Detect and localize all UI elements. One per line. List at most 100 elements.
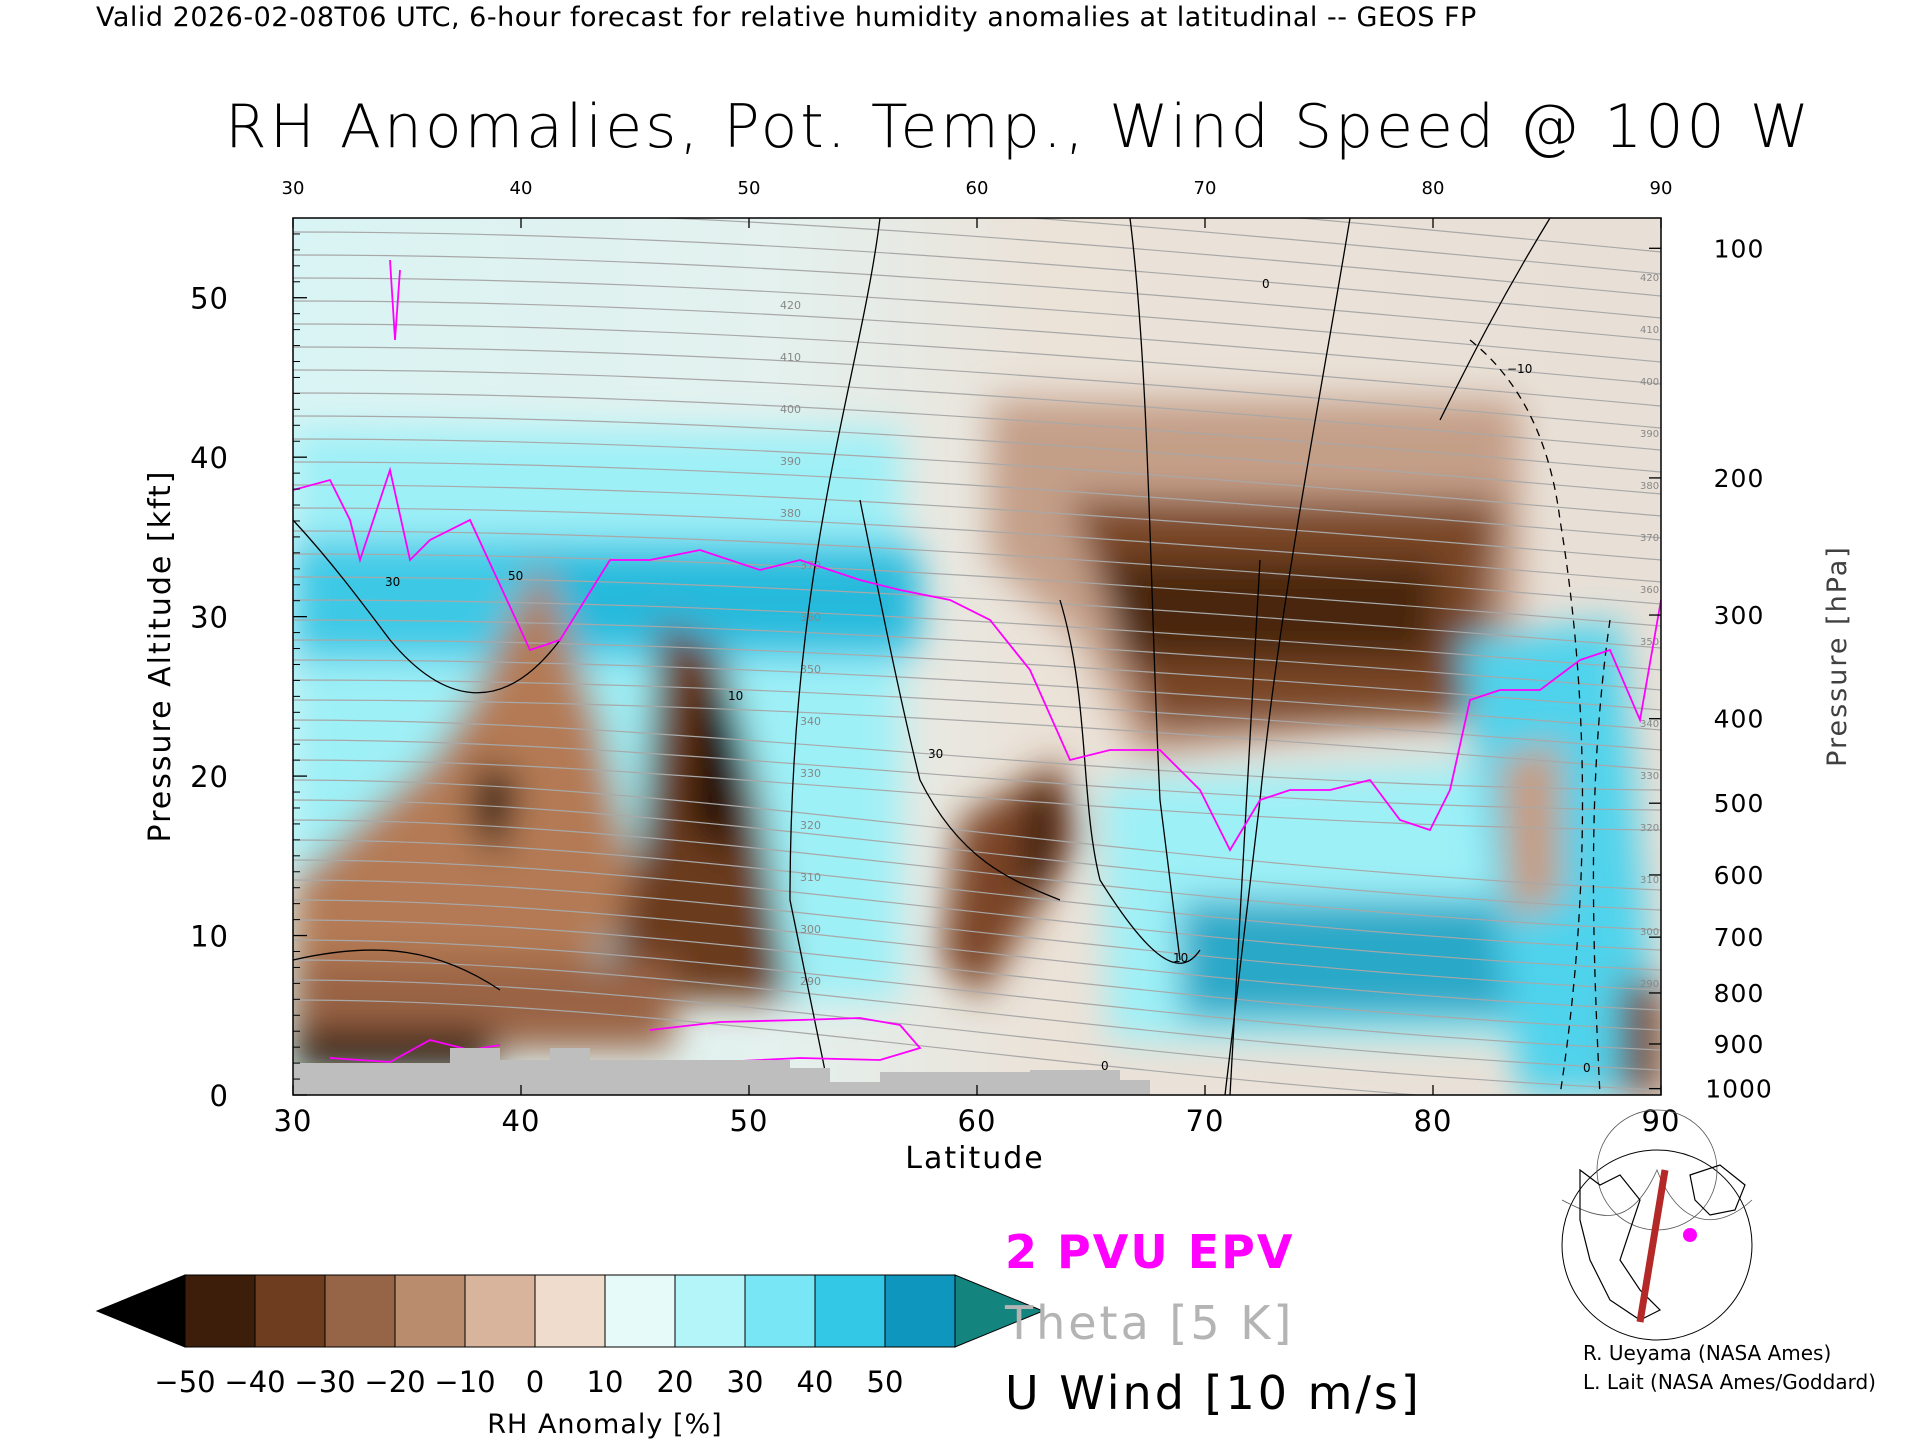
y-axis-label-left: Pressure Altitude [kft] (143, 470, 178, 843)
colorbar-tick-label: −50 (154, 1365, 215, 1399)
x-tick-label: 70 (1186, 1104, 1225, 1138)
x-tick-label: 30 (274, 1104, 313, 1138)
x-tick-label: 50 (730, 1104, 769, 1138)
wind-contour-label: 0 (1262, 277, 1270, 291)
theta-isentrope (293, 438, 1661, 517)
theta-label: 380 (780, 507, 801, 520)
theta-isentrope (293, 369, 1661, 451)
theta-isentrope (293, 799, 1661, 911)
x-top-tick-label: 60 (966, 178, 989, 199)
theta-label: 350 (1640, 637, 1659, 648)
theta-isentrope (293, 619, 1661, 691)
cross-section-line (1636, 1169, 1669, 1323)
colorbar-tick-label: −10 (434, 1365, 495, 1399)
colorbar-tick-label: 30 (727, 1365, 764, 1399)
theta-label: 320 (800, 819, 821, 832)
colorbar-tick-label: 0 (526, 1365, 544, 1399)
x-top-tick-label: 90 (1650, 178, 1673, 199)
theta-isentrope (293, 576, 1661, 649)
pressure-tick-label: 700 (1714, 923, 1765, 952)
theta-isentrope (293, 599, 1661, 671)
colorbar-segment (184, 1274, 256, 1348)
theta-label: 310 (1640, 875, 1659, 886)
theta-isentrope (293, 659, 1661, 731)
x-top-tick-label: 30 (282, 178, 305, 199)
rh-colorbar: −50 −40 −30 −20 −10 0 10 20 30 40 50 (95, 1274, 1045, 1399)
theta-isentrope (293, 899, 1661, 1011)
pressure-tick-label: 1000 (1705, 1075, 1773, 1104)
wind-contour-label: 10 (728, 689, 743, 703)
theta-label: 330 (800, 767, 821, 780)
theta-label: 380 (1640, 481, 1659, 492)
theta-label: 410 (780, 351, 801, 364)
theta-isentrope (1024, 218, 1661, 275)
theta-label: 320 (1640, 823, 1659, 834)
theta-label: 410 (1640, 325, 1659, 336)
theta-isentrope (293, 254, 1661, 341)
wind-contour-label: 0 (1101, 1059, 1109, 1073)
theta-label: 350 (800, 663, 821, 676)
colorbar-tick-label: −20 (364, 1365, 425, 1399)
theta-label: 300 (1640, 927, 1659, 938)
theta-isentrope (293, 859, 1661, 971)
colorbar-tick-label: −40 (224, 1365, 285, 1399)
terrain-mask (293, 1048, 1150, 1095)
y-tick-label: 0 (210, 1079, 229, 1113)
y-axis-left: 0 10 20 30 40 50 (190, 233, 307, 1113)
colorbar-over-triangle (954, 1274, 1045, 1348)
colorbar-tick-label: 10 (587, 1365, 624, 1399)
theta-isentrope (293, 300, 1661, 385)
theta-isentrope (293, 779, 1661, 891)
theta-label: 340 (1640, 719, 1659, 730)
theta-isentrope (293, 507, 1661, 583)
theta-isentrope (293, 277, 1661, 363)
theta-label: 290 (800, 975, 821, 988)
theta-label: 290 (1640, 979, 1659, 990)
pressure-tick-label: 900 (1714, 1030, 1765, 1059)
x-top-tick-label: 50 (738, 178, 761, 199)
credit-line-2: L. Lait (NASA Ames/Goddard) (1583, 1370, 1876, 1394)
theta-isentrope (1293, 218, 1661, 253)
theta-label: 360 (800, 611, 821, 624)
x-axis-bottom: 30 40 50 60 70 80 90 (274, 1085, 1681, 1138)
wind-contour-label: 30 (385, 575, 400, 589)
colorbar-segment (884, 1274, 956, 1348)
y-axis-label-right: Pressure [hPa] (1822, 545, 1853, 767)
colorbar-segment (534, 1274, 606, 1348)
theta-label: 370 (1640, 533, 1659, 544)
colorbar-tick-label: 40 (797, 1365, 834, 1399)
x-top-tick-label: 80 (1422, 178, 1445, 199)
theta-label: 420 (780, 299, 801, 312)
colorbar-under-triangle (95, 1274, 186, 1348)
theta-isentrope (293, 231, 1661, 319)
theta-isentrope (293, 323, 1661, 407)
theta-isentrope (293, 759, 1661, 831)
pressure-tick-label: 800 (1714, 979, 1765, 1008)
x-axis-top: 30 40 50 60 70 80 90 (282, 178, 1673, 228)
u-wind-contours: 0 10 30 10 −10 30 50 0 0 (293, 218, 1611, 1095)
colorbar-tick-label: −30 (294, 1365, 355, 1399)
x-tick-label: 80 (1414, 1104, 1453, 1138)
legend-epv: 2 PVU EPV (1005, 1225, 1295, 1279)
pressure-tick-label: 300 (1714, 601, 1765, 630)
colorbar-segment (394, 1274, 466, 1348)
theta-label: 420 (1640, 273, 1659, 284)
theta-label: 300 (800, 923, 821, 936)
wind-contour-label: −10 (1507, 362, 1532, 376)
y-tick-label: 50 (190, 282, 229, 316)
theta-label: 390 (1640, 429, 1659, 440)
wind-contour-label: 10 (1173, 951, 1188, 965)
credit-line-1: R. Ueyama (NASA Ames) (1583, 1341, 1832, 1365)
theta-isentrope (293, 392, 1661, 473)
colorbar-segment (744, 1274, 816, 1348)
theta-label: 340 (800, 715, 821, 728)
theta-isentrope (293, 639, 1661, 711)
x-tick-label: 60 (958, 1104, 997, 1138)
pressure-tick-label: 500 (1714, 789, 1765, 818)
x-tick-label: 90 (1642, 1104, 1681, 1138)
theta-isentrope (293, 999, 1425, 1095)
terrain-fill (293, 1048, 1150, 1095)
theta-isentrope (293, 699, 1661, 771)
